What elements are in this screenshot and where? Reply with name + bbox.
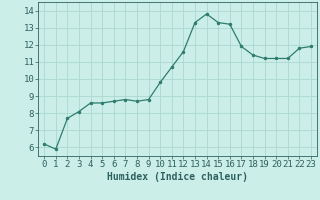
X-axis label: Humidex (Indice chaleur): Humidex (Indice chaleur) [107, 172, 248, 182]
